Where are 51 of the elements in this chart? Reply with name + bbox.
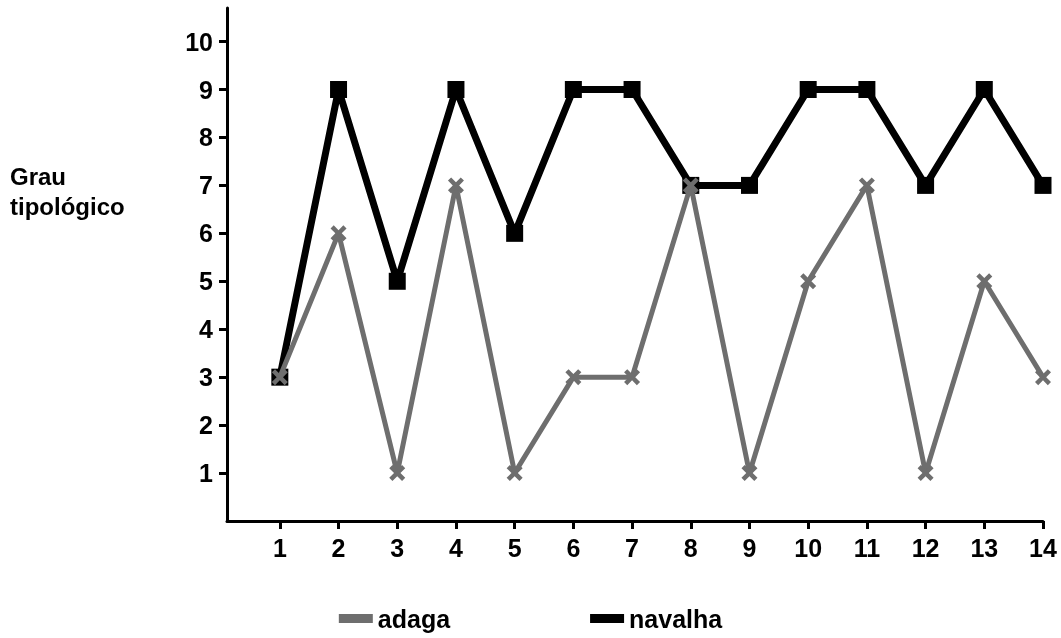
point — [624, 369, 641, 386]
point — [447, 177, 464, 194]
legend-label: adaga — [377, 604, 452, 633]
point — [858, 81, 876, 98]
y-tick-label: 5 — [199, 267, 214, 296]
point — [1034, 176, 1052, 194]
point — [740, 176, 758, 194]
point — [564, 81, 582, 98]
point — [976, 273, 993, 290]
point — [623, 81, 641, 98]
point — [506, 465, 523, 482]
point — [800, 273, 817, 290]
point — [389, 465, 406, 482]
x-tick-label: 9 — [742, 533, 757, 562]
y-tick-label: 3 — [199, 363, 213, 392]
y-tick-label: 8 — [199, 123, 214, 152]
x-tick-label: 5 — [507, 533, 522, 562]
point — [447, 81, 465, 98]
y-tick-label: 6 — [199, 219, 213, 248]
x-tick-label: 11 — [853, 533, 881, 562]
point — [917, 176, 935, 194]
y-tick-label: 2 — [199, 411, 213, 440]
point — [1035, 369, 1051, 386]
x-tick-label: 7 — [625, 533, 640, 562]
x-tick-label: 4 — [449, 533, 463, 562]
x-tick-label: 2 — [331, 533, 346, 562]
point — [858, 177, 875, 194]
x-tick-label: 14 — [1029, 533, 1057, 562]
y-tick-label: 10 — [185, 27, 213, 56]
x-tick-label: 8 — [683, 533, 698, 562]
x-tick-label: 6 — [566, 533, 581, 562]
x-tick-label: 12 — [911, 533, 940, 562]
y-tick-label: 1 — [199, 459, 214, 488]
point — [799, 81, 817, 98]
y-tick-label: 9 — [199, 75, 213, 104]
y-tick-label: 7 — [199, 171, 213, 200]
y-axis-title: Grau tipológico — [10, 162, 125, 220]
y-tick-label: 4 — [199, 315, 214, 344]
point — [506, 224, 524, 242]
x-tick-label: 10 — [794, 533, 823, 562]
legend-label: navalha — [629, 604, 724, 633]
x-tick-label: 13 — [970, 533, 999, 562]
point — [388, 272, 406, 290]
x-tick-label: 1 — [272, 533, 287, 562]
point — [565, 369, 582, 386]
point — [330, 225, 347, 242]
x-tick-label: 3 — [390, 533, 405, 562]
point — [330, 81, 348, 98]
point — [975, 81, 993, 98]
point — [741, 465, 758, 482]
point — [917, 465, 934, 482]
